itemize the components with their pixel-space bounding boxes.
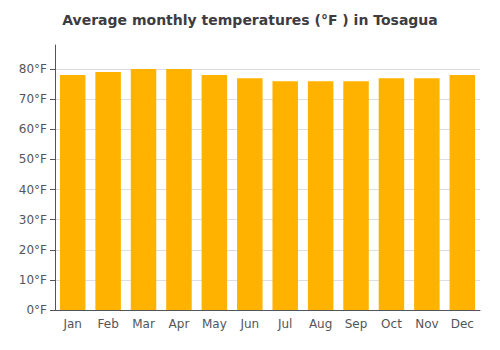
svg-text:Jul: Jul (277, 317, 292, 331)
svg-text:Sep: Sep (345, 317, 368, 331)
svg-text:60°F: 60°F (19, 122, 47, 136)
svg-text:Dec: Dec (451, 317, 474, 331)
svg-text:80°F: 80°F (19, 62, 47, 76)
svg-text:Jun: Jun (239, 317, 259, 331)
svg-text:Feb: Feb (98, 317, 119, 331)
svg-text:May: May (202, 317, 227, 331)
svg-text:40°F: 40°F (19, 183, 47, 197)
svg-text:70°F: 70°F (19, 92, 47, 106)
svg-text:50°F: 50°F (19, 152, 47, 166)
svg-text:Aug: Aug (309, 317, 332, 331)
svg-text:0°F: 0°F (26, 303, 47, 317)
svg-text:Average monthly temperatures (: Average monthly temperatures (°F ) in To… (62, 12, 438, 28)
svg-text:20°F: 20°F (19, 243, 47, 257)
svg-text:10°F: 10°F (19, 273, 47, 287)
svg-text:Mar: Mar (132, 317, 155, 331)
svg-text:Oct: Oct (381, 317, 402, 331)
svg-text:Jan: Jan (62, 317, 82, 331)
svg-text:Apr: Apr (169, 317, 190, 331)
svg-text:30°F: 30°F (19, 213, 47, 227)
svg-text:Nov: Nov (415, 317, 438, 331)
